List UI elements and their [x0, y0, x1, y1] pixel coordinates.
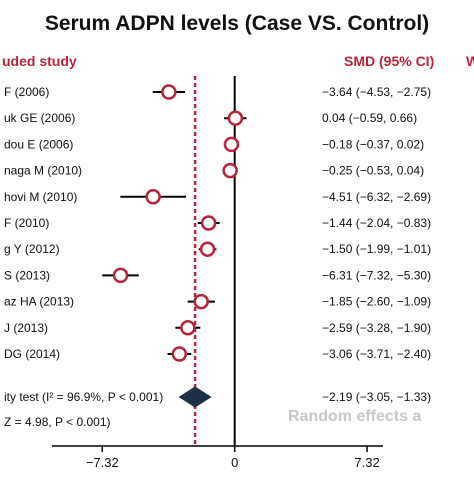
- study-label: F (2006): [4, 85, 49, 99]
- smd-ci-label: −3.64 (−4.53, −2.75): [322, 85, 431, 99]
- study-row: F (2006) −3.64 (−4.53, −2.75): [4, 84, 431, 100]
- chart-title: Serum ADPN levels (Case VS. Control): [45, 12, 429, 35]
- study-row: g Y (2012) −1.50 (−1.99, −1.01): [4, 241, 431, 257]
- study-label: DG (2014): [4, 347, 60, 361]
- smd-ci-label: −4.51 (−6.32, −2.69): [322, 190, 431, 204]
- smd-column-header: SMD (95% CI): [344, 53, 434, 69]
- study-label: J (2013): [4, 321, 48, 335]
- effect-size-marker: [171, 346, 188, 362]
- study-row: J (2013) −2.59 (−3.28, −1.90): [4, 320, 431, 336]
- smd-ci-label: −0.25 (−0.53, 0.04): [322, 164, 424, 178]
- study-column-header: uded study: [2, 53, 77, 69]
- pooled-smd-label: −2.19 (−3.05, −1.33): [322, 390, 431, 404]
- study-row: F (2010) −1.44 (−2.04, −0.83): [4, 215, 431, 231]
- study-label: hovi M (2010): [4, 190, 77, 204]
- study-label: az HA (2013): [4, 295, 74, 309]
- smd-ci-label: −3.06 (−3.71, −2.40): [322, 347, 431, 361]
- study-row: naga M (2010) −0.25 (−0.53, 0.04): [4, 162, 424, 179]
- study-label: naga M (2010): [4, 164, 82, 178]
- smd-ci-label: −0.18 (−0.37, 0.02): [322, 137, 424, 151]
- study-row: dou E (2006) −0.18 (−0.37, 0.02): [4, 136, 424, 153]
- study-label: g Y (2012): [4, 242, 60, 256]
- smd-ci-label: −1.50 (−1.99, −1.01): [322, 242, 431, 256]
- pooled-effect-diamond: [178, 386, 212, 408]
- study-label: S (2013): [4, 268, 50, 282]
- study-label: uk GE (2006): [4, 111, 75, 125]
- effect-size-marker: [161, 84, 177, 100]
- smd-ci-label: 0.04 (−0.59, 0.66): [322, 111, 417, 125]
- study-row: az HA (2013) −1.85 (−2.60, −1.09): [4, 293, 431, 310]
- x-tick-label: 7.32: [354, 455, 379, 470]
- weight-column-header: W: [466, 53, 474, 69]
- study-label: dou E (2006): [4, 137, 73, 151]
- smd-ci-label: −6.31 (−7.32, −5.30): [322, 268, 431, 282]
- heterogeneity-test-label: ity test (I² = 96.9%, P < 0.001): [4, 390, 163, 404]
- effect-size-marker: [200, 215, 217, 231]
- smd-ci-label: −1.85 (−2.60, −1.09): [322, 295, 431, 309]
- effect-size-marker: [145, 189, 161, 205]
- effect-size-marker: [223, 136, 240, 153]
- study-row: DG (2014) −3.06 (−3.71, −2.40): [4, 346, 431, 362]
- study-row: uk GE (2006) 0.04 (−0.59, 0.66): [4, 110, 417, 126]
- x-tick-label: 0: [231, 455, 238, 470]
- effect-size-marker: [180, 320, 196, 336]
- x-tick-label: −7.32: [86, 455, 119, 470]
- study-label: F (2010): [4, 216, 49, 230]
- effect-size-marker: [222, 162, 238, 179]
- overall-effect-test-label: Z = 4.98, P < 0.001): [4, 415, 111, 429]
- smd-ci-label: −1.44 (−2.04, −0.83): [322, 216, 431, 230]
- effect-size-marker: [227, 110, 244, 126]
- smd-ci-label: −2.59 (−3.28, −1.90): [322, 321, 431, 335]
- study-row: hovi M (2010) −4.51 (−6.32, −2.69): [4, 189, 431, 205]
- effect-size-marker: [112, 267, 129, 284]
- study-row: S (2013) −6.31 (−7.32, −5.30): [4, 267, 431, 284]
- effect-size-marker: [199, 241, 216, 257]
- random-effects-watermark: Random effects a: [288, 408, 421, 425]
- effect-size-marker: [193, 293, 209, 310]
